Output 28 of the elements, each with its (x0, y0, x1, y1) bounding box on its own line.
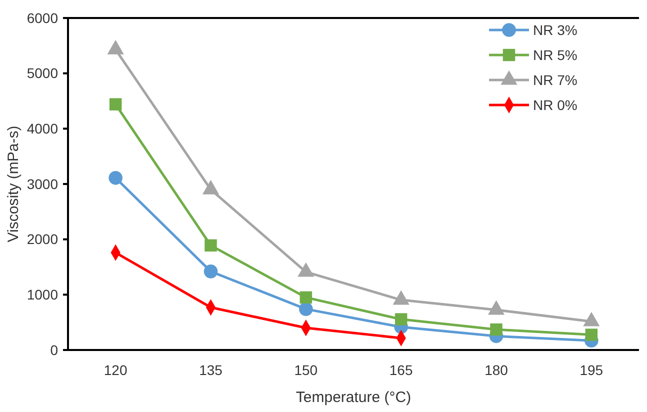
legend-label: NR 5% (533, 46, 578, 63)
legend-label: NR 3% (533, 22, 578, 38)
x-tick-label: 120 (104, 362, 128, 378)
x-tick-label: 180 (484, 362, 508, 378)
point (299, 302, 313, 316)
y-tick-label: 6000 (26, 10, 58, 26)
point (490, 323, 502, 336)
y-axis-title: Viscosity (mPa-s) (5, 126, 22, 242)
point (204, 239, 217, 252)
y-tick-label: 5000 (26, 65, 58, 82)
x-tick-label: 165 (389, 362, 413, 378)
x-tick-label: 195 (580, 362, 604, 378)
legend-label: NR 0% (533, 96, 578, 113)
point (394, 313, 408, 326)
x-tick-label: 150 (294, 362, 318, 378)
y-tick-label: 4000 (26, 120, 58, 137)
y-tick-label: 1000 (26, 286, 58, 303)
point (108, 171, 122, 185)
point (109, 98, 122, 110)
point (585, 328, 598, 341)
x-tick-label: 135 (199, 362, 223, 378)
y-tick-label: 2000 (26, 231, 58, 248)
point (204, 264, 218, 278)
y-tick-label: 3000 (26, 176, 58, 192)
x-axis-title: Temperature (°C) (296, 389, 412, 406)
point (300, 291, 312, 304)
y-tick-label: 0 (50, 342, 58, 358)
legend-label: NR 7% (533, 72, 578, 88)
